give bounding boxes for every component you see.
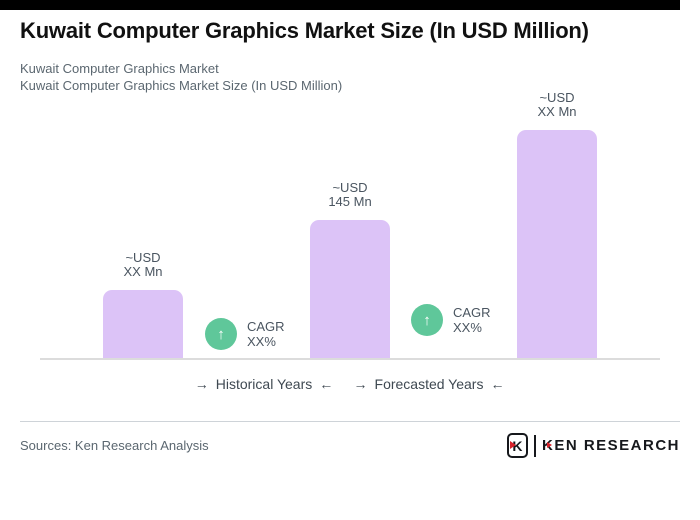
logo-badge-red-triangle-icon: [509, 441, 516, 449]
bar-group: ~USD XX Mn: [517, 91, 597, 358]
x-axis-period-labels: → Historical Years ← → Forecasted Years …: [20, 360, 680, 402]
bar-group: ~USD XX Mn: [103, 251, 183, 358]
cagr-text: CAGR XX%: [453, 305, 491, 335]
bar-value-label: ~USD XX Mn: [537, 91, 576, 119]
bar-value-label-line2: XX Mn: [537, 104, 577, 119]
logo-brand-k-red-accent-icon: [546, 441, 552, 448]
page-container: Kuwait Computer Graphics Market Size (In…: [20, 18, 680, 458]
bar: [103, 290, 183, 358]
cagr-circle: ↑: [411, 304, 443, 336]
bar-value-label-line1: ~USD: [125, 250, 161, 265]
arrow-left-icon: ←: [319, 376, 334, 392]
period-label-text: Forecasted Years: [374, 376, 484, 392]
subtitle-line-1: Kuwait Computer Graphics Market: [20, 61, 219, 76]
historical-years-label: → Historical Years ←: [195, 376, 334, 392]
logo-brand-rest: EN RESEARCH: [554, 437, 680, 454]
bar-value-label-line2: XX Mn: [123, 264, 163, 279]
sources-text: Sources: Ken Research Analysis: [20, 438, 209, 453]
footer: Sources: Ken Research Analysis K K EN RE…: [20, 433, 680, 458]
arrow-right-icon: →: [194, 376, 209, 392]
bar-value-label-line2: 145 Mn: [328, 194, 372, 209]
cagr-value: XX%: [453, 320, 482, 335]
period-label-text: Historical Years: [215, 376, 313, 392]
cagr-badge: ↑ CAGR XX%: [205, 318, 285, 350]
logo-brand-k: K: [542, 437, 554, 454]
cagr-label: CAGR: [453, 305, 491, 320]
logo-brand-text: K EN RESEARCH: [542, 437, 680, 454]
cagr-text: CAGR XX%: [247, 319, 285, 349]
cagr-circle: ↑: [205, 318, 237, 350]
bar-group: ~USD 145 Mn: [310, 181, 390, 358]
arrow-left-icon: ←: [490, 376, 505, 392]
bar: [517, 130, 597, 358]
logo-vertical-divider: [533, 434, 536, 457]
arrow-up-icon: ↑: [423, 311, 431, 329]
bar: [310, 220, 390, 358]
top-black-bar: [0, 0, 680, 10]
logo-badge-letter: K: [512, 437, 523, 454]
ken-research-logo: K K EN RESEARCH: [506, 433, 680, 458]
forecasted-years-label: → Forecasted Years ←: [354, 376, 505, 392]
subtitle-line-2: Kuwait Computer Graphics Market Size (In…: [20, 78, 343, 93]
bar-value-label: ~USD 145 Mn: [328, 181, 371, 209]
bar-value-label-line1: ~USD: [332, 180, 368, 195]
bar-value-label: ~USD XX Mn: [123, 251, 162, 279]
footer-divider: [20, 421, 680, 422]
cagr-badge: ↑ CAGR XX%: [411, 304, 491, 336]
chart-subtitle: Kuwait Computer Graphics Market Kuwait C…: [20, 60, 680, 94]
logo-badge: K: [506, 433, 528, 458]
arrow-right-icon: →: [353, 376, 368, 392]
arrow-up-icon: ↑: [217, 325, 225, 343]
bar-value-label-line1: ~USD: [539, 90, 575, 105]
page-title: Kuwait Computer Graphics Market Size (In…: [20, 18, 589, 43]
bar-chart: ~USD XX Mn ~USD 145 Mn ~USD XX Mn ↑: [40, 91, 660, 360]
cagr-value: XX%: [247, 334, 276, 349]
cagr-label: CAGR: [247, 319, 285, 334]
